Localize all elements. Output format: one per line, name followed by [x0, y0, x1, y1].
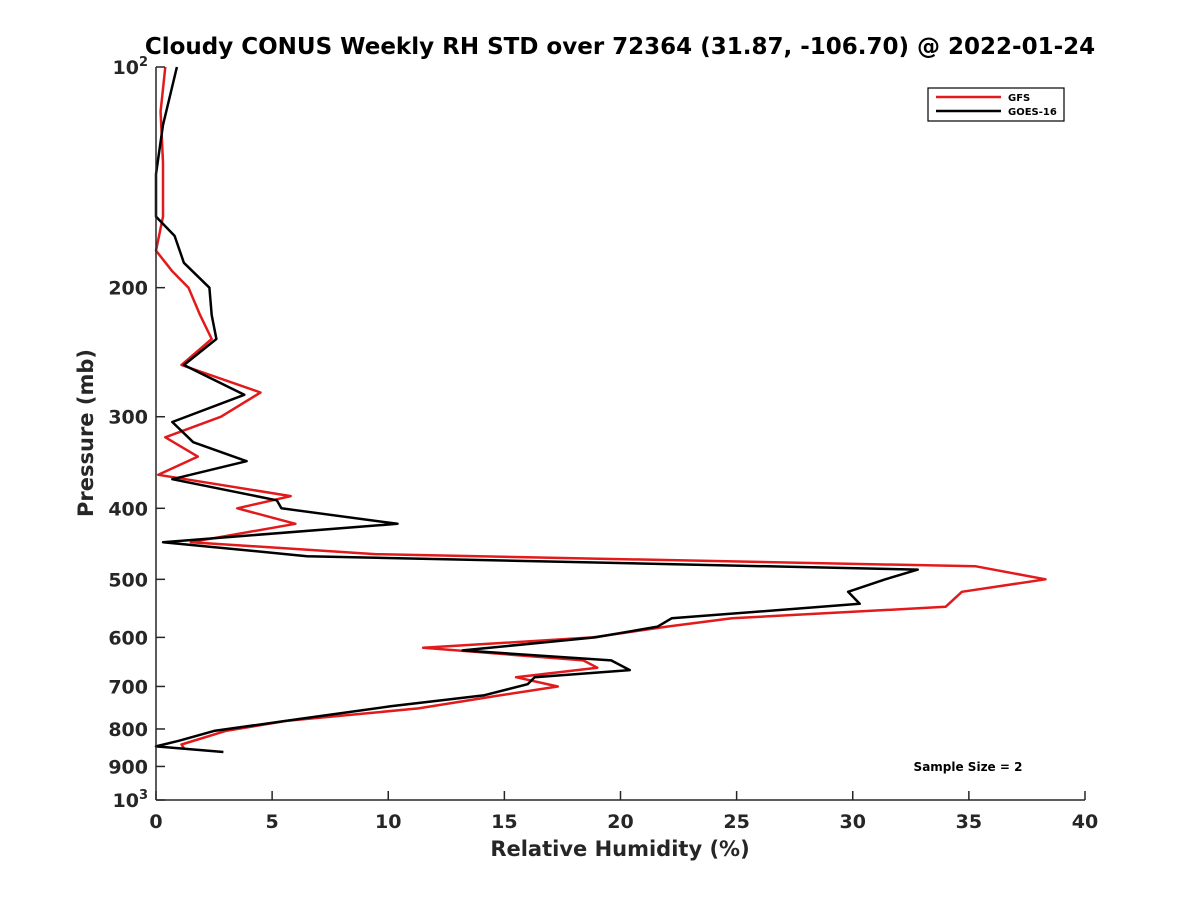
series-line-gfs	[154, 66, 1047, 749]
y-tick-label: 300	[108, 407, 148, 429]
y-tick-label: 500	[108, 569, 148, 591]
y-tick-label-base: 300	[108, 407, 148, 429]
sample-size-annotation: Sample Size = 2	[914, 760, 1023, 774]
x-tick-label: 0	[149, 811, 162, 833]
y-tick-label-base: 900	[108, 756, 148, 778]
y-tick-label: 800	[108, 719, 148, 741]
x-tick-label: 25	[723, 811, 749, 833]
y-tick-label: 600	[108, 627, 148, 649]
y-tick-label-base: 200	[108, 278, 148, 300]
plot-background	[156, 67, 1085, 800]
y-tick-label: 200	[108, 278, 148, 300]
y-tick-label: 700	[108, 676, 148, 698]
legend-label-gfs: GFS	[1008, 93, 1030, 104]
x-tick-label: 30	[840, 811, 866, 833]
y-tick-label-base: 500	[108, 569, 148, 591]
y-tick-label-base: 400	[108, 498, 148, 520]
y-tick-label: 900	[108, 756, 148, 778]
y-axis-label: Pressure (mb)	[74, 349, 98, 517]
y-tick-label-exponent: 3	[139, 788, 148, 803]
legend: GFS GOES-16	[927, 87, 1065, 122]
x-tick-label: 10	[375, 811, 401, 833]
y-tick-label: 102	[113, 55, 149, 79]
y-tick-label-base: 800	[108, 719, 148, 741]
legend-box	[927, 87, 1065, 122]
series-line-goes-16	[154, 66, 920, 754]
y-tick-label-base: 10	[113, 57, 139, 79]
x-tick-label: 40	[1072, 811, 1098, 833]
x-tick-label: 15	[491, 811, 517, 833]
x-tick-label: 35	[956, 811, 982, 833]
y-tick-label: 103	[113, 788, 149, 812]
chart-title: Cloudy CONUS Weekly RH STD over 72364 (3…	[145, 34, 1095, 60]
x-tick-label: 20	[607, 811, 633, 833]
series-layer	[154, 66, 1047, 754]
y-tick-label: 400	[108, 498, 148, 520]
x-tick-label: 5	[266, 811, 279, 833]
x-axis-ticks: 0 5 10 15 20 25 30 35 40	[149, 791, 1098, 833]
legend-label-goes-16: GOES-16	[1008, 107, 1057, 118]
y-tick-label-base: 10	[113, 790, 139, 812]
plot-area	[154, 66, 1085, 801]
y-tick-label-base: 700	[108, 676, 148, 698]
y-tick-label-exponent: 2	[139, 55, 148, 70]
y-tick-label-base: 600	[108, 627, 148, 649]
x-axis-label: Relative Humidity (%)	[490, 837, 749, 861]
